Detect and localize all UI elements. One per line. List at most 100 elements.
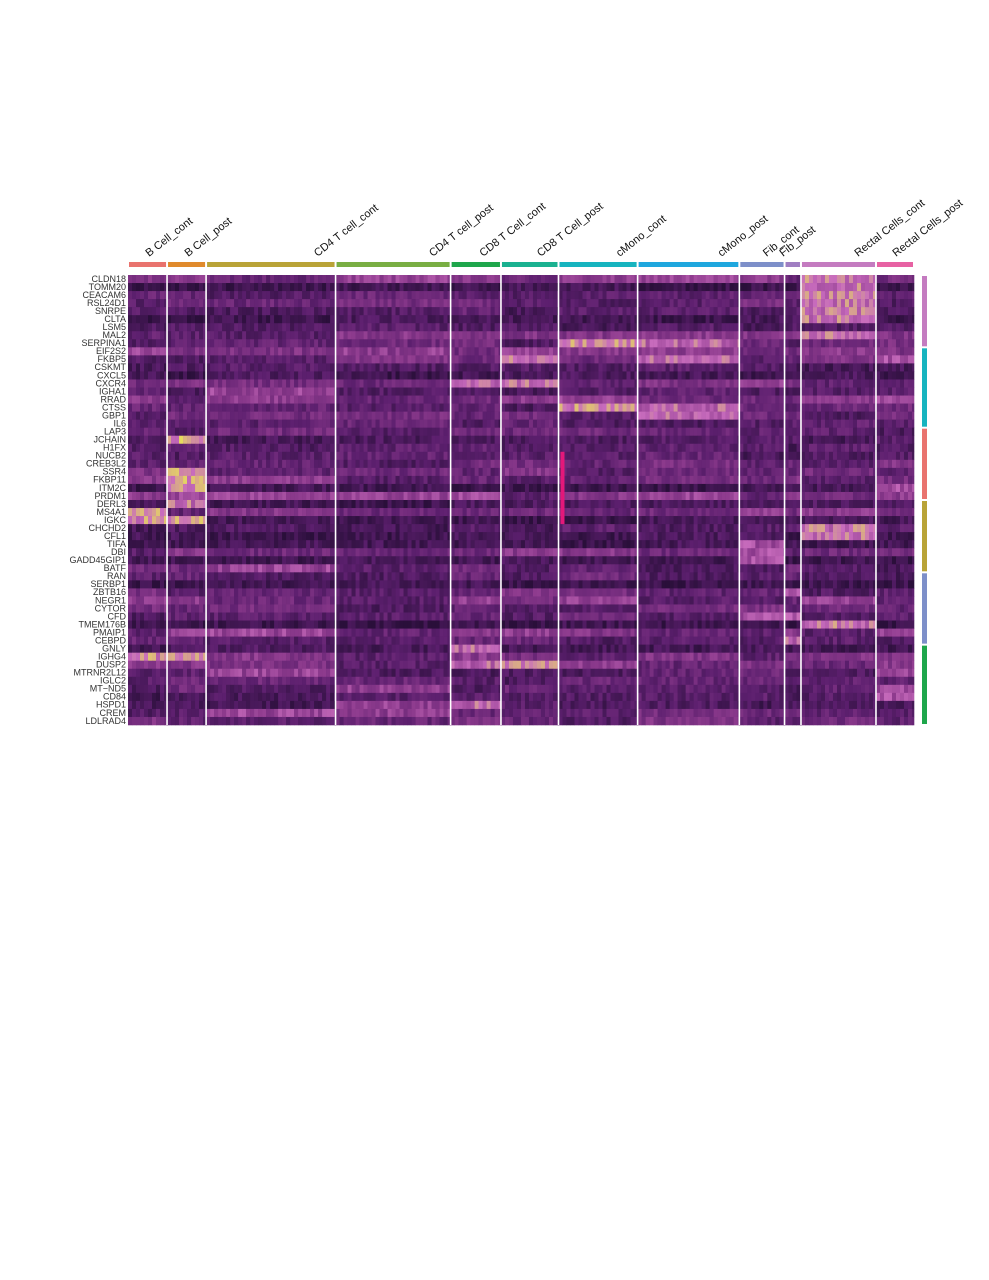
heatmap-cell [856, 355, 862, 364]
heatmap-cell [298, 299, 303, 308]
heatmap-cell [733, 315, 738, 324]
heatmap-cell [482, 347, 487, 356]
heatmap-cell [152, 459, 157, 469]
heatmap-cell [626, 323, 631, 332]
heatmap-cell [899, 395, 905, 404]
heatmap-cell [164, 323, 168, 332]
heatmap-cell [387, 435, 392, 445]
heatmap-cell [203, 347, 207, 356]
heatmap-cell [258, 299, 263, 308]
heatmap-cell [812, 275, 818, 284]
heatmap-cell [626, 355, 631, 364]
heatmap-cell [375, 299, 380, 308]
heatmap-cell [634, 339, 638, 348]
heatmap-cell [524, 331, 530, 340]
heatmap-cell [423, 275, 428, 284]
heatmap-cell [330, 283, 335, 292]
heatmap-cell [326, 347, 331, 356]
heatmap-cell [558, 403, 563, 412]
heatmap-cell [524, 387, 530, 396]
heatmap-cell [322, 339, 327, 348]
heatmap-cell [701, 371, 706, 380]
heatmap-cell [454, 419, 459, 428]
heatmap-cell [848, 379, 854, 388]
heatmap-cell [443, 459, 448, 469]
heatmap-cell [868, 395, 874, 404]
heatmap-cell [407, 379, 412, 388]
heatmap-cell [566, 403, 571, 412]
heatmap-cell [278, 275, 283, 284]
heatmap-cell [828, 395, 834, 404]
heatmap-cell [649, 387, 654, 396]
heatmap-cell [375, 443, 380, 453]
heatmap-cell [763, 379, 768, 388]
heatmap-cell [486, 451, 491, 461]
heatmap-cell [763, 331, 768, 340]
heatmap-cell [701, 451, 706, 461]
heatmap-cell [179, 291, 184, 300]
heatmap-cell [808, 419, 814, 428]
heatmap-cell [343, 379, 348, 388]
heatmap-cell [578, 339, 583, 348]
heatmap-cell [626, 307, 631, 316]
heatmap-cell [574, 459, 579, 469]
heatmap-cell [775, 339, 780, 348]
heatmap-cell [164, 459, 168, 469]
heatmap-cell [214, 459, 219, 469]
heatmap-cell [490, 331, 495, 340]
heatmap-cell [717, 339, 722, 348]
heatmap-cell [808, 347, 814, 356]
heatmap-cell [840, 427, 846, 437]
heatmap-cell [657, 307, 662, 316]
heatmap-cell [677, 467, 682, 477]
heatmap-cell [800, 363, 806, 372]
heatmap-cell [238, 363, 243, 372]
heatmap-cell [500, 451, 506, 461]
heatmap-cell [836, 307, 842, 316]
heatmap-cell [824, 323, 830, 332]
heatmap-cell [594, 331, 599, 340]
heatmap-cell [665, 387, 670, 396]
heatmap-cell [528, 427, 534, 437]
heatmap-cell [330, 339, 335, 348]
heatmap-cell [677, 291, 682, 300]
heatmap-cell [751, 443, 756, 453]
heatmap-cell [458, 371, 463, 380]
heatmap-cell [226, 403, 231, 412]
heatmap-cell [598, 387, 603, 396]
heatmap-cell [618, 379, 623, 388]
heatmap-cell [788, 419, 793, 428]
heatmap-cell [371, 403, 376, 412]
heatmap-cell [872, 443, 877, 453]
heatmap-cell [423, 363, 428, 372]
heatmap-cell [282, 275, 287, 284]
heatmap-cell [677, 299, 682, 308]
heatmap-cell [238, 339, 243, 348]
heatmap-cell [739, 363, 744, 372]
heatmap-cell [439, 395, 444, 404]
heatmap-cell [634, 411, 638, 420]
heatmap-cell [199, 435, 204, 445]
heatmap-cell [594, 467, 599, 477]
heatmap-cell [306, 315, 311, 324]
heatmap-cell [812, 403, 818, 412]
heatmap-cell [339, 291, 344, 300]
heatmap-cell [310, 403, 315, 412]
heatmap-cell [733, 323, 738, 332]
heatmap-cell [199, 403, 204, 412]
heatmap-cell [278, 419, 283, 428]
heatmap-cell [379, 283, 384, 292]
heatmap-cell [508, 411, 514, 420]
heatmap-cell [598, 347, 603, 356]
heatmap-cell [528, 291, 534, 300]
heatmap-cell [759, 379, 764, 388]
heatmap-cell [606, 275, 611, 284]
heatmap-cell [359, 419, 364, 428]
heatmap-cell [363, 363, 368, 372]
heatmap-cell [602, 299, 607, 308]
heatmap-cell [657, 379, 662, 388]
heatmap-cell [504, 451, 510, 461]
heatmap-cell [490, 411, 495, 420]
heatmap-cell [266, 299, 271, 308]
heatmap-cell [641, 299, 646, 308]
